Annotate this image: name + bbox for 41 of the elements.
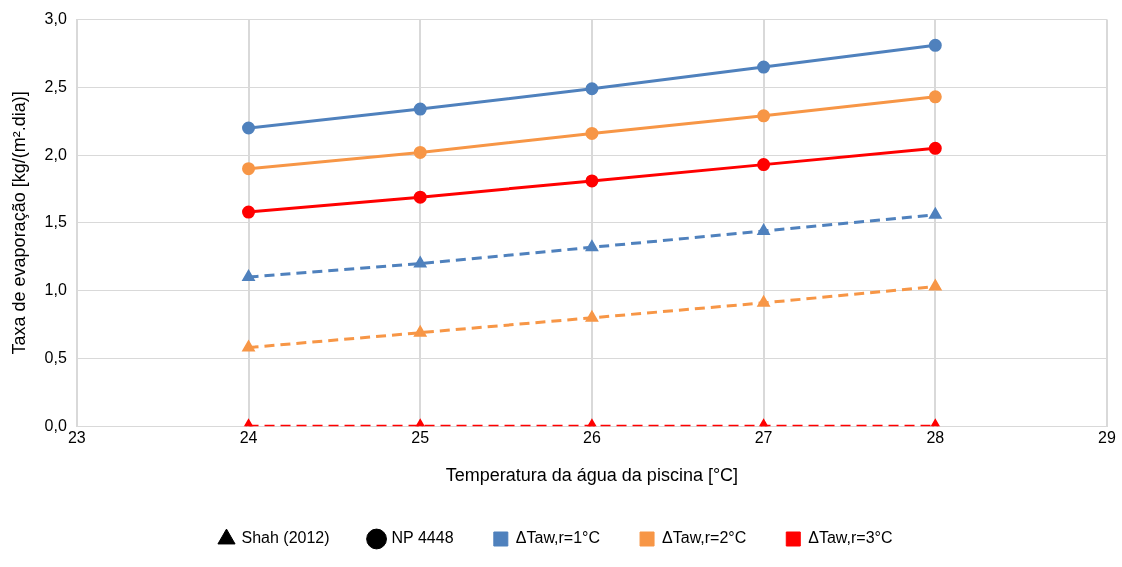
x-tick-label: 26 — [583, 429, 601, 447]
legend-label: ΔTaw,r=3°C — [808, 529, 893, 547]
point — [242, 205, 256, 219]
y-tick-label: 1,0 — [44, 281, 67, 299]
point — [586, 240, 598, 252]
y-tick-label: 2,0 — [44, 145, 67, 163]
point — [929, 208, 942, 219]
point — [242, 162, 256, 176]
point — [242, 270, 255, 282]
x-tick-label: 24 — [239, 429, 258, 447]
point — [413, 102, 427, 116]
x-tick-label: 28 — [926, 429, 945, 447]
y-axis-title: Taxa de evaporação [kg/(m².dia)] — [8, 91, 29, 355]
point — [928, 90, 942, 104]
point — [757, 296, 770, 307]
point — [757, 109, 771, 123]
legend-label: ΔTaw,r=1°C — [515, 529, 601, 547]
point — [757, 60, 771, 74]
point — [413, 190, 427, 204]
legend-label: NP 4448 — [391, 529, 454, 547]
point — [585, 174, 599, 188]
point — [585, 82, 599, 96]
x-tick-label: 25 — [411, 429, 430, 447]
x-axis-title: Temperatura da água da piscina [°C] — [445, 465, 739, 486]
point — [242, 121, 256, 135]
y-tick-label: 0,0 — [44, 416, 67, 434]
legend-label: Shah (2012) — [241, 529, 330, 547]
point — [928, 141, 942, 155]
x-tick-label: 29 — [1098, 429, 1116, 447]
legend-label: ΔTaw,r=2°C — [662, 529, 747, 547]
point — [585, 126, 599, 140]
x-tick-label: 23 — [67, 429, 86, 447]
x-tick-label: 27 — [754, 429, 773, 447]
y-tick-label: 0,5 — [44, 348, 67, 366]
point — [757, 224, 770, 236]
point — [413, 145, 427, 159]
y-tick-label: 2,5 — [44, 77, 67, 95]
y-tick-label: 3,0 — [44, 10, 67, 28]
y-tick-label: 1,5 — [44, 213, 67, 231]
point — [757, 158, 771, 172]
point — [928, 38, 942, 52]
